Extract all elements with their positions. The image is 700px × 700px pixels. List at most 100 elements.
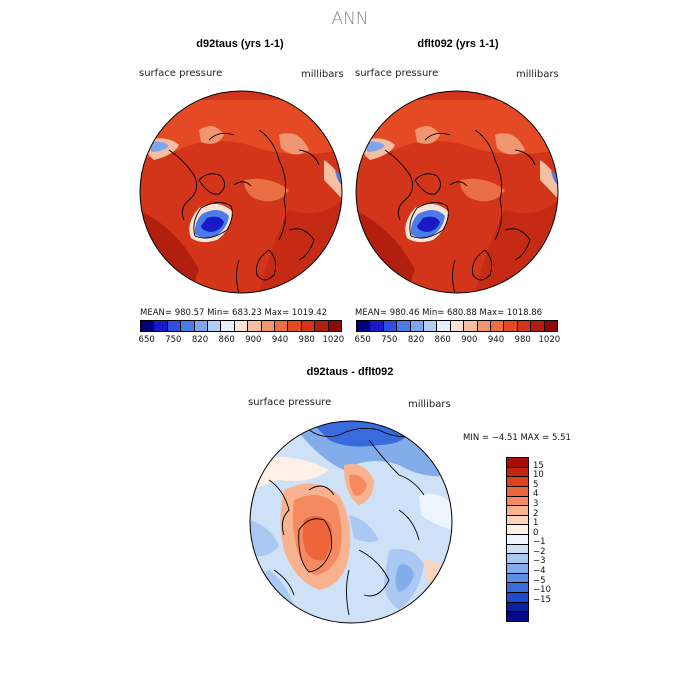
diff-region	[250, 456, 329, 490]
colorbar-swatch	[504, 321, 518, 331]
colorbar-swatch	[507, 467, 528, 478]
map-boundary	[139, 90, 343, 294]
panel1-polar-map	[139, 90, 343, 294]
colorbar-swatch	[517, 321, 532, 331]
pressure-region	[495, 133, 525, 155]
panel2-field-label: surface pressure	[355, 68, 439, 79]
colorbar-tick-label: 650	[354, 335, 371, 345]
panel2-title: dflt092 (yrs 1-1)	[417, 38, 499, 50]
panel2-colorbar	[356, 320, 558, 332]
colorbar-tick-label: 650	[138, 335, 155, 345]
colorbar-tick-label: 1	[533, 518, 539, 529]
colorbar-swatch	[507, 506, 528, 516]
colorbar-tick-label: 750	[381, 335, 398, 345]
diff-units-label: millibars	[408, 399, 451, 410]
colorbar-swatch	[221, 321, 235, 331]
diff-region	[419, 493, 452, 530]
colorbar-tick-label: 750	[165, 335, 182, 345]
panel1-field-label: surface pressure	[139, 68, 223, 79]
colorbar-swatch	[275, 321, 289, 331]
colorbar-swatch	[328, 321, 342, 331]
coastlines	[168, 129, 320, 293]
colorbar-swatch	[507, 564, 528, 574]
diff-stats: MIN = −4.51 MAX = 5.51	[463, 433, 571, 443]
colorbar-swatch	[208, 321, 222, 331]
colorbar-tick-label: 2	[533, 508, 539, 519]
greenland-region	[417, 216, 440, 232]
colorbar-tick-label: −15	[533, 594, 551, 605]
page-title: ANN	[331, 9, 369, 29]
colorbar-swatch	[167, 321, 182, 331]
colorbar-tick-label: 5	[533, 479, 539, 490]
panel1-units-label: millibars	[301, 69, 344, 80]
panel1-title: d92taus (yrs 1-1)	[196, 38, 284, 50]
colorbar-tick-label: −1	[533, 537, 546, 548]
diff-region	[302, 516, 332, 561]
colorbar-tick-label: −10	[533, 585, 551, 596]
colorbar-tick-label: 940	[487, 335, 505, 345]
diff-panel-title: d92taus - dflt092	[306, 366, 394, 378]
colorbar-swatch	[507, 612, 528, 621]
colorbar-tick-label: 820	[407, 335, 425, 345]
colorbar-tick-label: 860	[434, 335, 451, 345]
colorbar-tick-label: −2	[533, 546, 546, 557]
colorbar-swatch	[507, 583, 528, 593]
colorbar-swatch	[288, 321, 302, 331]
colorbar-swatch	[477, 321, 492, 331]
diff-field-label: surface pressure	[248, 397, 332, 408]
pressure-region	[551, 170, 558, 186]
colorbar-swatch	[301, 321, 316, 331]
colorbar-swatch	[507, 496, 528, 507]
panel1-colorbar	[140, 320, 342, 332]
colorbar-swatch	[315, 321, 329, 331]
colorbar-tick-label: 820	[191, 335, 209, 345]
colorbar-swatch	[507, 458, 528, 468]
pressure-region	[279, 133, 309, 155]
diff-region	[349, 474, 367, 496]
colorbar-swatch	[507, 544, 528, 555]
colorbar-swatch	[507, 535, 528, 545]
colorbar-tick-label: 940	[271, 335, 289, 345]
colorbar-swatch	[437, 321, 451, 331]
coastlines	[268, 427, 425, 616]
colorbar-swatch	[491, 321, 505, 331]
colorbar-swatch	[141, 321, 155, 331]
colorbar-swatch	[507, 486, 528, 497]
panel2-polar-map	[355, 90, 559, 294]
colorbar-swatch	[507, 602, 528, 613]
colorbar-tick-label: 900	[461, 335, 478, 345]
colorbar-tick-label: 1020	[322, 335, 345, 345]
pressure-region	[415, 126, 440, 144]
colorbar-tick-label: −3	[533, 556, 546, 567]
pressure-region	[365, 141, 385, 152]
colorbar-swatch	[507, 525, 528, 536]
diff-region	[424, 560, 452, 600]
colorbar-swatch	[154, 321, 168, 331]
colorbar-tick-label: 0	[533, 527, 539, 538]
colorbar-tick-label: 980	[514, 335, 531, 345]
colorbar-swatch	[383, 321, 398, 331]
colorbar-swatch	[181, 321, 195, 331]
panel2-stats: MEAN= 980.46 Min= 680.88 Max= 1018.86	[355, 308, 543, 318]
colorbar-swatch	[507, 477, 528, 487]
colorbar-swatch	[357, 321, 371, 331]
colorbar-tick-label: −4	[533, 566, 546, 577]
colorbar-swatch	[248, 321, 262, 331]
colorbar-tick-label: 3	[533, 498, 539, 509]
colorbar-swatch	[450, 321, 465, 331]
colorbar-swatch	[424, 321, 438, 331]
colorbar-swatch	[507, 592, 528, 603]
map-boundary	[249, 420, 453, 624]
pressure-region	[324, 160, 342, 200]
pressure-region	[149, 141, 169, 152]
pressure-region	[335, 170, 342, 186]
colorbar-tick-label: 860	[218, 335, 235, 345]
colorbar-swatch	[194, 321, 209, 331]
colorbar-swatch	[464, 321, 478, 331]
colorbar-swatch	[397, 321, 411, 331]
diff-colorbar	[506, 457, 529, 622]
coastlines	[384, 129, 536, 293]
greenland-region	[201, 216, 224, 232]
colorbar-swatch	[234, 321, 249, 331]
map-boundary	[355, 90, 559, 294]
